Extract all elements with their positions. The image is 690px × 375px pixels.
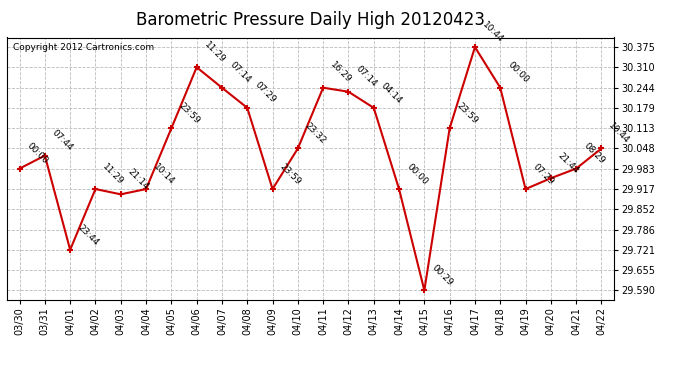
Text: 11:29: 11:29: [202, 40, 227, 64]
Text: 07:14: 07:14: [354, 64, 379, 89]
Text: 10:44: 10:44: [480, 20, 505, 44]
Text: 08:29: 08:29: [582, 141, 607, 166]
Text: 16:29: 16:29: [328, 60, 353, 85]
Text: 07:44: 07:44: [50, 128, 75, 153]
Text: 00:00: 00:00: [25, 141, 50, 166]
Text: 07:29: 07:29: [253, 81, 277, 105]
Text: Copyright 2012 Cartronics.com: Copyright 2012 Cartronics.com: [13, 43, 154, 52]
Text: 23:44: 23:44: [76, 223, 100, 247]
Text: Barometric Pressure Daily High 20120423: Barometric Pressure Daily High 20120423: [136, 11, 485, 29]
Text: 10:14: 10:14: [152, 162, 176, 186]
Text: 23:59: 23:59: [278, 162, 303, 186]
Text: 07:14: 07:14: [228, 60, 252, 85]
Text: 23:59: 23:59: [455, 101, 480, 126]
Text: 11:29: 11:29: [101, 162, 126, 186]
Text: 21:14: 21:14: [126, 167, 151, 192]
Text: 23:32: 23:32: [304, 121, 328, 146]
Text: 00:00: 00:00: [404, 162, 429, 186]
Text: 21:44: 21:44: [556, 151, 581, 176]
Text: 07:29: 07:29: [531, 162, 555, 186]
Text: 23:59: 23:59: [177, 101, 201, 126]
Text: 00:00: 00:00: [506, 60, 531, 85]
Text: 04:14: 04:14: [380, 81, 404, 105]
Text: 10:44: 10:44: [607, 121, 631, 146]
Text: 00:29: 00:29: [430, 263, 455, 288]
